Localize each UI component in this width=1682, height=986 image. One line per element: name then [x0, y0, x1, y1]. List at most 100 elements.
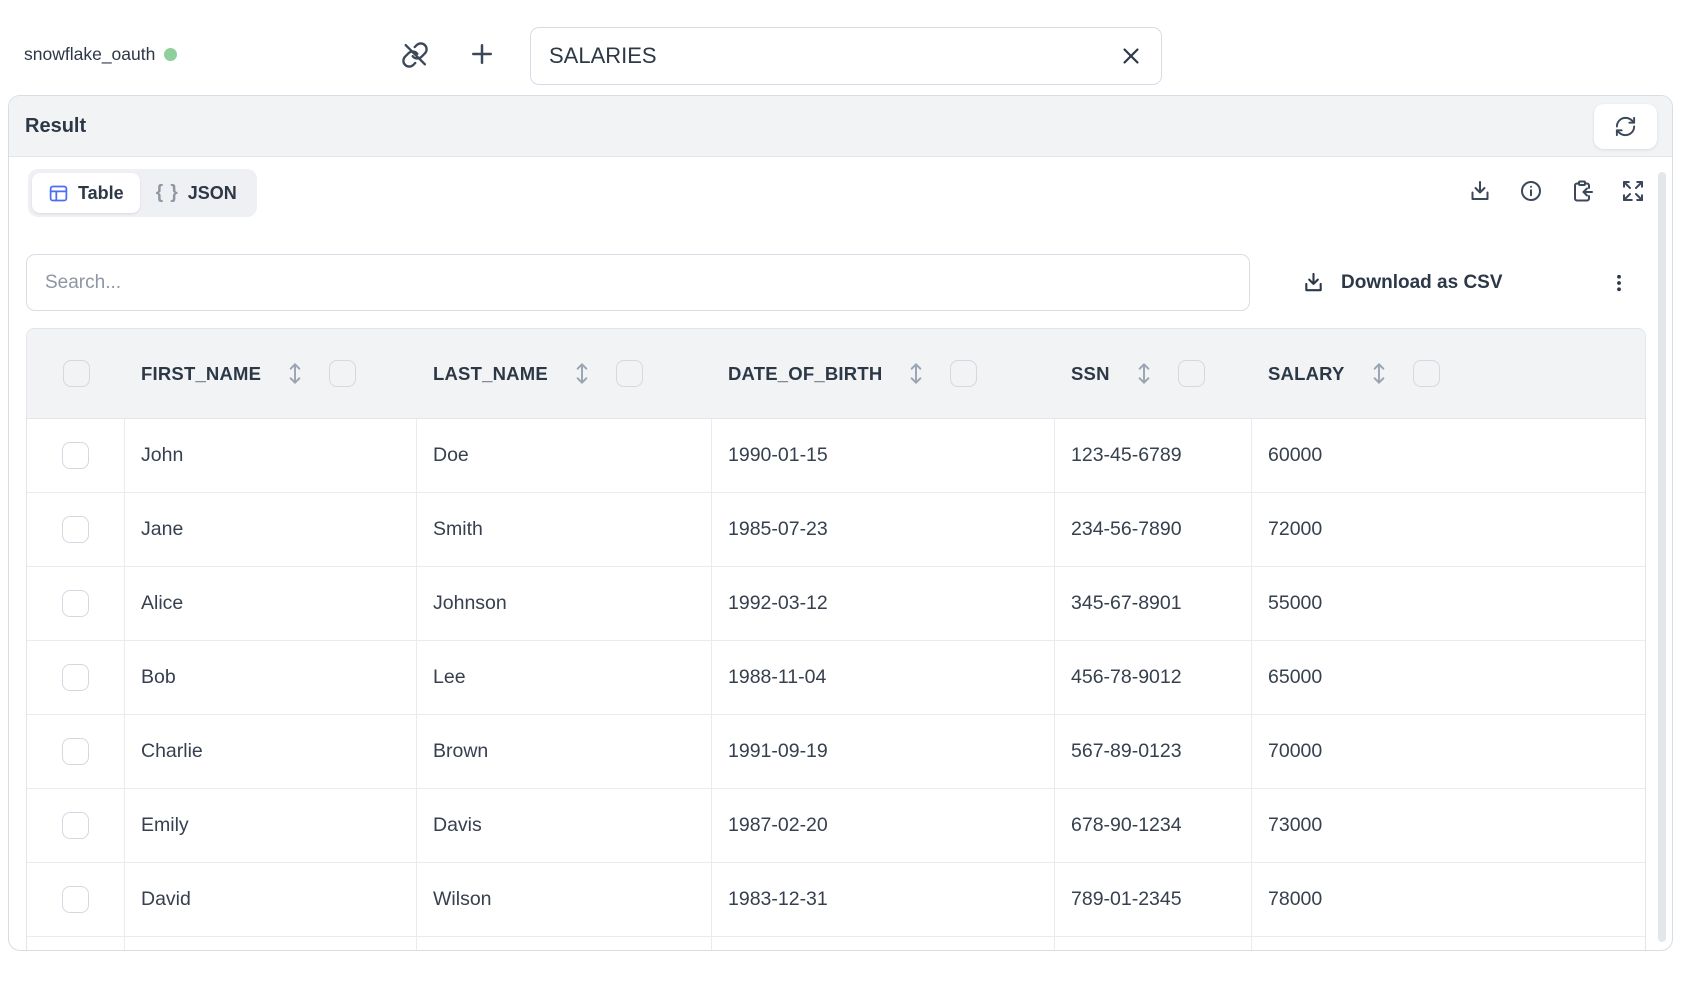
view-switcher: Table { } JSON: [28, 169, 257, 217]
download-csv-button[interactable]: Download as CSV: [1296, 254, 1509, 311]
tab-json[interactable]: { } JSON: [140, 173, 253, 213]
table-row[interactable]: Alice Johnson 1992-03-12 345-67-8901 550…: [27, 567, 1645, 641]
table-row[interactable]: Charlie Brown 1991-09-19 567-89-0123 700…: [27, 715, 1645, 789]
table-header-row: FIRST_NAME LAST_NAME DATE_OF_BIRTH SSN S: [27, 329, 1645, 419]
refresh-button[interactable]: [1594, 104, 1657, 149]
copy-to-clipboard-button[interactable]: [1570, 179, 1594, 203]
cell-first-name: Jane: [125, 493, 417, 566]
row-checkbox[interactable]: [62, 442, 89, 469]
cell-first-name: Emily: [125, 789, 417, 862]
sort-icon[interactable]: [1371, 360, 1387, 387]
cell-first-name: Charlie: [125, 715, 417, 788]
cell-salary: 78000: [1268, 888, 1323, 910]
column-checkbox[interactable]: [329, 360, 357, 387]
cell-last-name: Lee: [417, 641, 712, 714]
tab-json-label: JSON: [187, 182, 237, 203]
refresh-icon: [1615, 116, 1636, 137]
table-row[interactable]: David Wilson 1983-12-31 789-01-2345 7800…: [27, 863, 1645, 937]
table-icon: [49, 185, 68, 201]
sort-icon[interactable]: [908, 360, 924, 387]
cell-ssn: 678-90-1234: [1055, 789, 1252, 862]
plus-icon: [472, 44, 492, 64]
column-checkbox[interactable]: [615, 360, 643, 387]
row-checkbox[interactable]: [62, 812, 89, 839]
cell-last-name: Smith: [417, 493, 712, 566]
cell-date-of-birth: 1991-09-19: [712, 715, 1055, 788]
cell-salary: 55000: [1268, 592, 1323, 614]
table-row[interactable]: Bob Lee 1988-11-04 456-78-9012 65000: [27, 641, 1645, 715]
row-checkbox[interactable]: [62, 738, 89, 765]
tab-table[interactable]: Table: [32, 173, 140, 213]
column-label[interactable]: SSN: [1071, 362, 1110, 384]
cell-salary: 60000: [1268, 444, 1323, 466]
table-row[interactable]: John Doe 1990-01-15 123-45-6789 60000: [27, 419, 1645, 493]
table-row[interactable]: Emily Davis 1987-02-20 678-90-1234 73000: [27, 789, 1645, 863]
sort-icon[interactable]: [287, 360, 303, 387]
sort-icon[interactable]: [1136, 360, 1152, 387]
row-checkbox[interactable]: [62, 886, 89, 913]
cell-salary: 65000: [1268, 666, 1323, 688]
result-header: Result: [9, 96, 1672, 157]
vertical-scrollbar[interactable]: [1658, 172, 1666, 942]
select-all-checkbox[interactable]: [62, 360, 90, 387]
connection-name: snowflake_oauth: [24, 44, 156, 64]
fullscreen-button[interactable]: [1621, 179, 1645, 203]
column-label[interactable]: FIRST_NAME: [141, 362, 262, 384]
search-input[interactable]: [43, 270, 1233, 295]
top-bar: snowflake_oauth: [0, 0, 1682, 95]
connection-indicator[interactable]: snowflake_oauth: [24, 44, 178, 65]
column-header-salary: SALARY: [1252, 329, 1645, 418]
row-select-cell: [27, 863, 125, 936]
row-checkbox[interactable]: [62, 590, 89, 617]
row-select-cell: [27, 567, 125, 640]
cell-salary: 73000: [1268, 814, 1323, 836]
cell-ssn: 789-01-2345: [1055, 863, 1252, 936]
row-select-cell: [27, 419, 125, 492]
table-name-input[interactable]: [547, 42, 1117, 70]
row-select-cell: [27, 641, 125, 714]
cell-ssn: 456-78-9012: [1055, 641, 1252, 714]
panel-title: Result: [25, 114, 87, 137]
more-options-button[interactable]: [1607, 254, 1631, 311]
table-row[interactable]: Jane Smith 1985-07-23 234-56-7890 72000: [27, 493, 1645, 567]
column-checkbox[interactable]: [1177, 360, 1205, 387]
row-select-cell: [27, 715, 125, 788]
download-result-button[interactable]: [1468, 179, 1492, 203]
column-header-first-name: FIRST_NAME: [125, 329, 417, 418]
table-body: John Doe 1990-01-15 123-45-6789 60000 Ja…: [27, 419, 1645, 937]
column-label[interactable]: DATE_OF_BIRTH: [728, 362, 883, 384]
table-name-field: [530, 27, 1162, 85]
result-panel: Result Table { } JSON: [8, 95, 1673, 951]
sort-icon[interactable]: [574, 360, 590, 387]
column-checkbox[interactable]: [950, 360, 978, 387]
download-icon: [1471, 181, 1489, 200]
disconnect-button[interactable]: [398, 38, 432, 72]
cell-first-name: Bob: [125, 641, 417, 714]
cell-last-name: Johnson: [417, 567, 712, 640]
cell-last-name: Doe: [417, 419, 712, 492]
add-button[interactable]: [464, 36, 500, 72]
cell-last-name: Wilson: [417, 863, 712, 936]
column-checkbox[interactable]: [1412, 360, 1440, 387]
tab-table-label: Table: [78, 182, 124, 203]
cell-last-name: Davis: [417, 789, 712, 862]
cell-date-of-birth: 1985-07-23: [712, 493, 1055, 566]
clear-input-button[interactable]: [1117, 42, 1145, 70]
row-checkbox[interactable]: [62, 516, 89, 543]
result-actions: [1468, 179, 1645, 203]
cell-last-name: Brown: [417, 715, 712, 788]
column-header-last-name: LAST_NAME: [417, 329, 712, 418]
column-label[interactable]: LAST_NAME: [433, 362, 548, 384]
row-select-cell: [27, 493, 125, 566]
column-header-date-of-birth: DATE_OF_BIRTH: [712, 329, 1055, 418]
cell-first-name: David: [125, 863, 417, 936]
cell-date-of-birth: 1992-03-12: [712, 567, 1055, 640]
column-label[interactable]: SALARY: [1268, 362, 1345, 384]
cell-date-of-birth: 1983-12-31: [712, 863, 1055, 936]
kebab-menu-icon: [1617, 274, 1621, 291]
select-all-cell: [27, 329, 125, 418]
clipboard-paste-icon: [1574, 180, 1593, 202]
row-checkbox[interactable]: [62, 664, 89, 691]
info-button[interactable]: [1519, 179, 1543, 203]
column-header-ssn: SSN: [1055, 329, 1252, 418]
